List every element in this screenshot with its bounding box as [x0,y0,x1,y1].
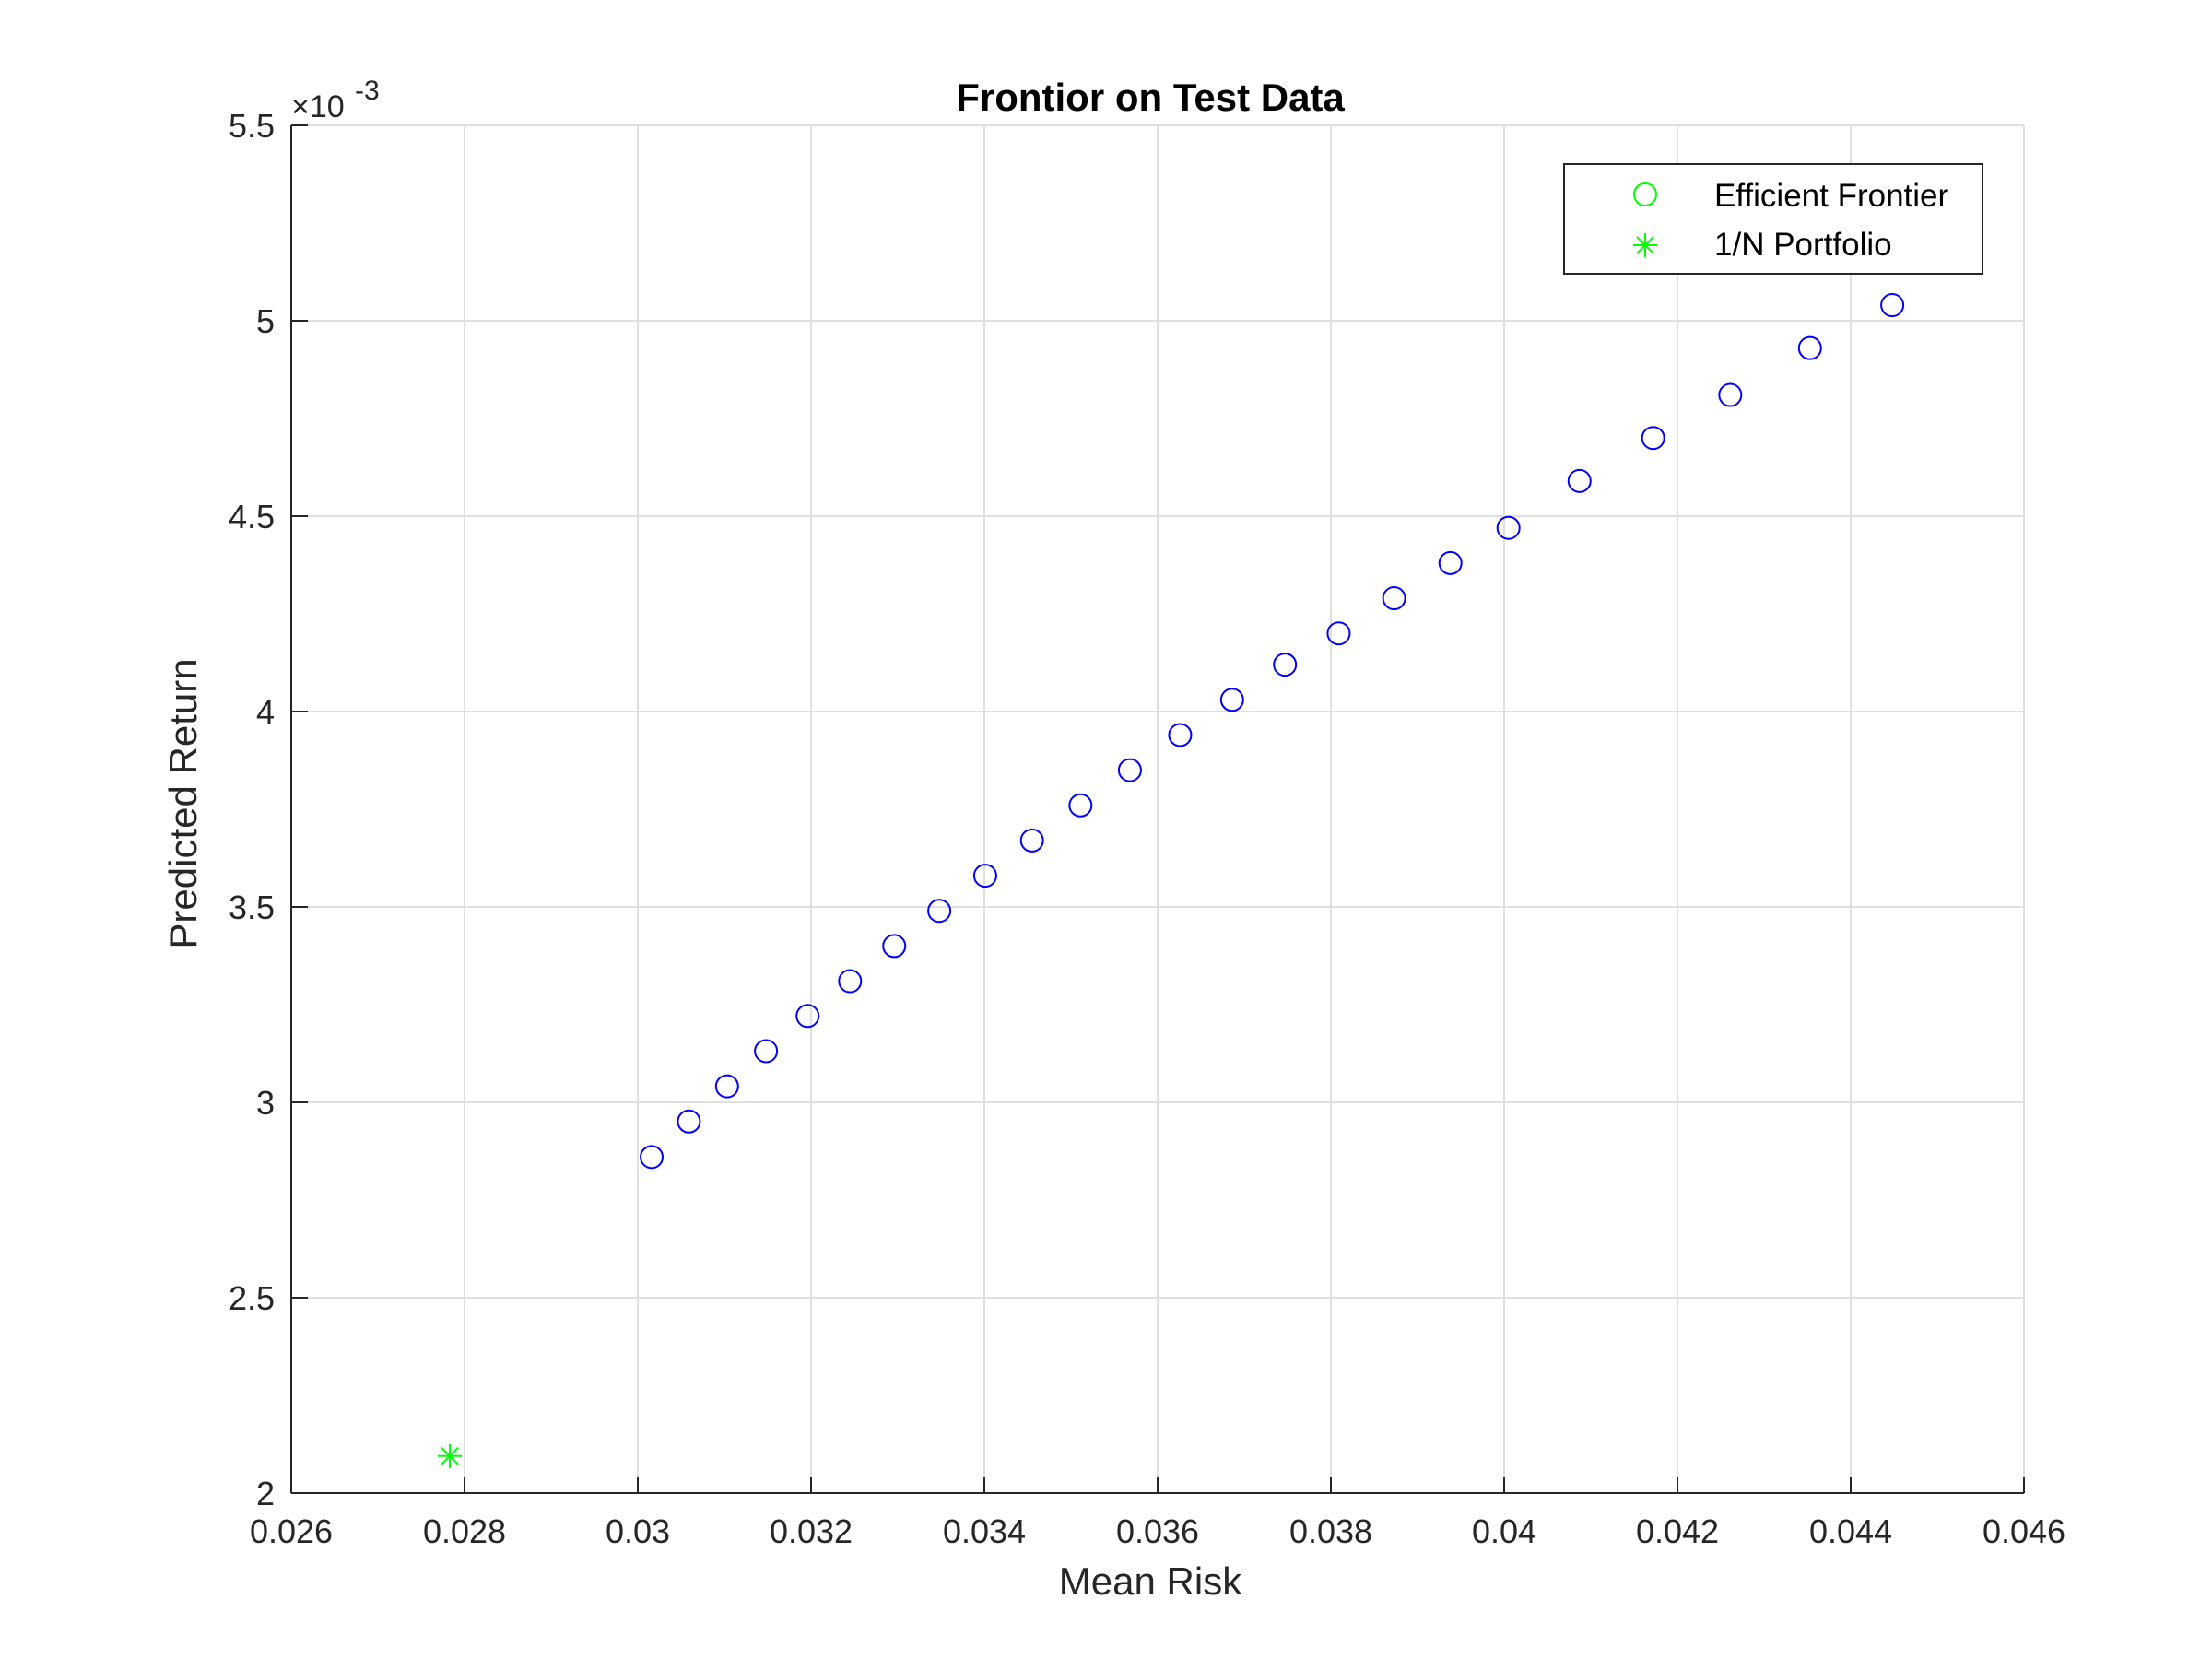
frontier-point [1019,828,1044,853]
frontier-point [838,969,863,994]
frontier-point [972,864,997,888]
frontier-point [1880,293,1905,318]
y-tick-label: 5.5 [229,107,275,145]
y-tick-label: 2 [256,1475,275,1512]
frontier-point [677,1109,701,1134]
y-exponent-power: -3 [355,76,380,106]
data-marks [438,293,1905,1468]
x-tick-label: 0.044 [1809,1512,1892,1550]
x-tick-label: 0.034 [943,1512,1026,1550]
frontier-point [1496,515,1521,540]
x-tick-label: 0.042 [1636,1512,1719,1550]
frontier-point [714,1074,739,1099]
legend-asterisk [1633,233,1657,257]
frontier-point [1326,621,1351,646]
legend-box [1563,163,1983,275]
legend-marker-asterisk [1633,233,1657,257]
frontier-point [754,1039,779,1064]
frontier-point [1068,793,1093,818]
frontier-point [1438,550,1463,575]
chart-title: Frontior on Test Data [956,76,1345,119]
legend-item-efficient-frontier: Efficient Frontier [1633,178,1949,214]
frontier-point [927,899,952,924]
x-tick-label: 0.036 [1116,1512,1199,1550]
legend-label-1n-portfolio: 1/N Portfolio [1714,227,1892,263]
y-axis-label: Predicted Return [161,658,205,948]
y-tick-label: 3.5 [229,888,275,926]
x-tick-label: 0.038 [1289,1512,1372,1550]
frontier-point [1718,382,1743,407]
y-tick-label: 3 [256,1084,275,1122]
y-tick-label: 4 [256,693,275,731]
frontier-point [1797,335,1822,360]
frontier-point [795,1004,820,1029]
y-exponent-base: ×10 [291,89,345,124]
frontier-point [1219,688,1244,712]
y-exponent-label: ×10 -3 [291,76,380,124]
frontier-point [1117,758,1142,782]
y-tick-label: 4.5 [229,498,275,535]
legend-item-1n-portfolio: 1/N Portfolio [1633,227,1892,263]
frontier-point [1641,426,1665,451]
x-tick-label: 0.026 [250,1512,333,1550]
x-tick-label: 0.046 [1983,1512,2065,1550]
x-axis-label: Mean Risk [1059,1559,1242,1603]
frontier-point [1273,653,1298,677]
legend-label-efficient-frontier: Efficient Frontier [1714,178,1949,214]
x-tick-label: 0.03 [606,1512,670,1550]
x-tick-label: 0.028 [423,1512,506,1550]
axes [290,124,2025,1494]
frontier-point [1168,723,1193,747]
legend-marker-circle [1633,182,1657,206]
frontier-point [640,1145,665,1170]
legend: Efficient Frontier 1/N Portfolio [1563,163,1983,275]
frontier-point [1382,586,1406,611]
x-tick-label: 0.04 [1472,1512,1536,1550]
y-tick-label: 5 [256,302,275,340]
tick-labels: 0.026 0.028 0.03 0.032 0.034 0.036 0.038 0.04 0.… [229,107,2065,1550]
frontier-point [882,934,907,959]
portfolio-point [438,1443,463,1468]
frontier-point [1567,468,1592,493]
y-tick-label: 2.5 [229,1279,275,1317]
x-tick-label: 0.032 [770,1512,853,1550]
